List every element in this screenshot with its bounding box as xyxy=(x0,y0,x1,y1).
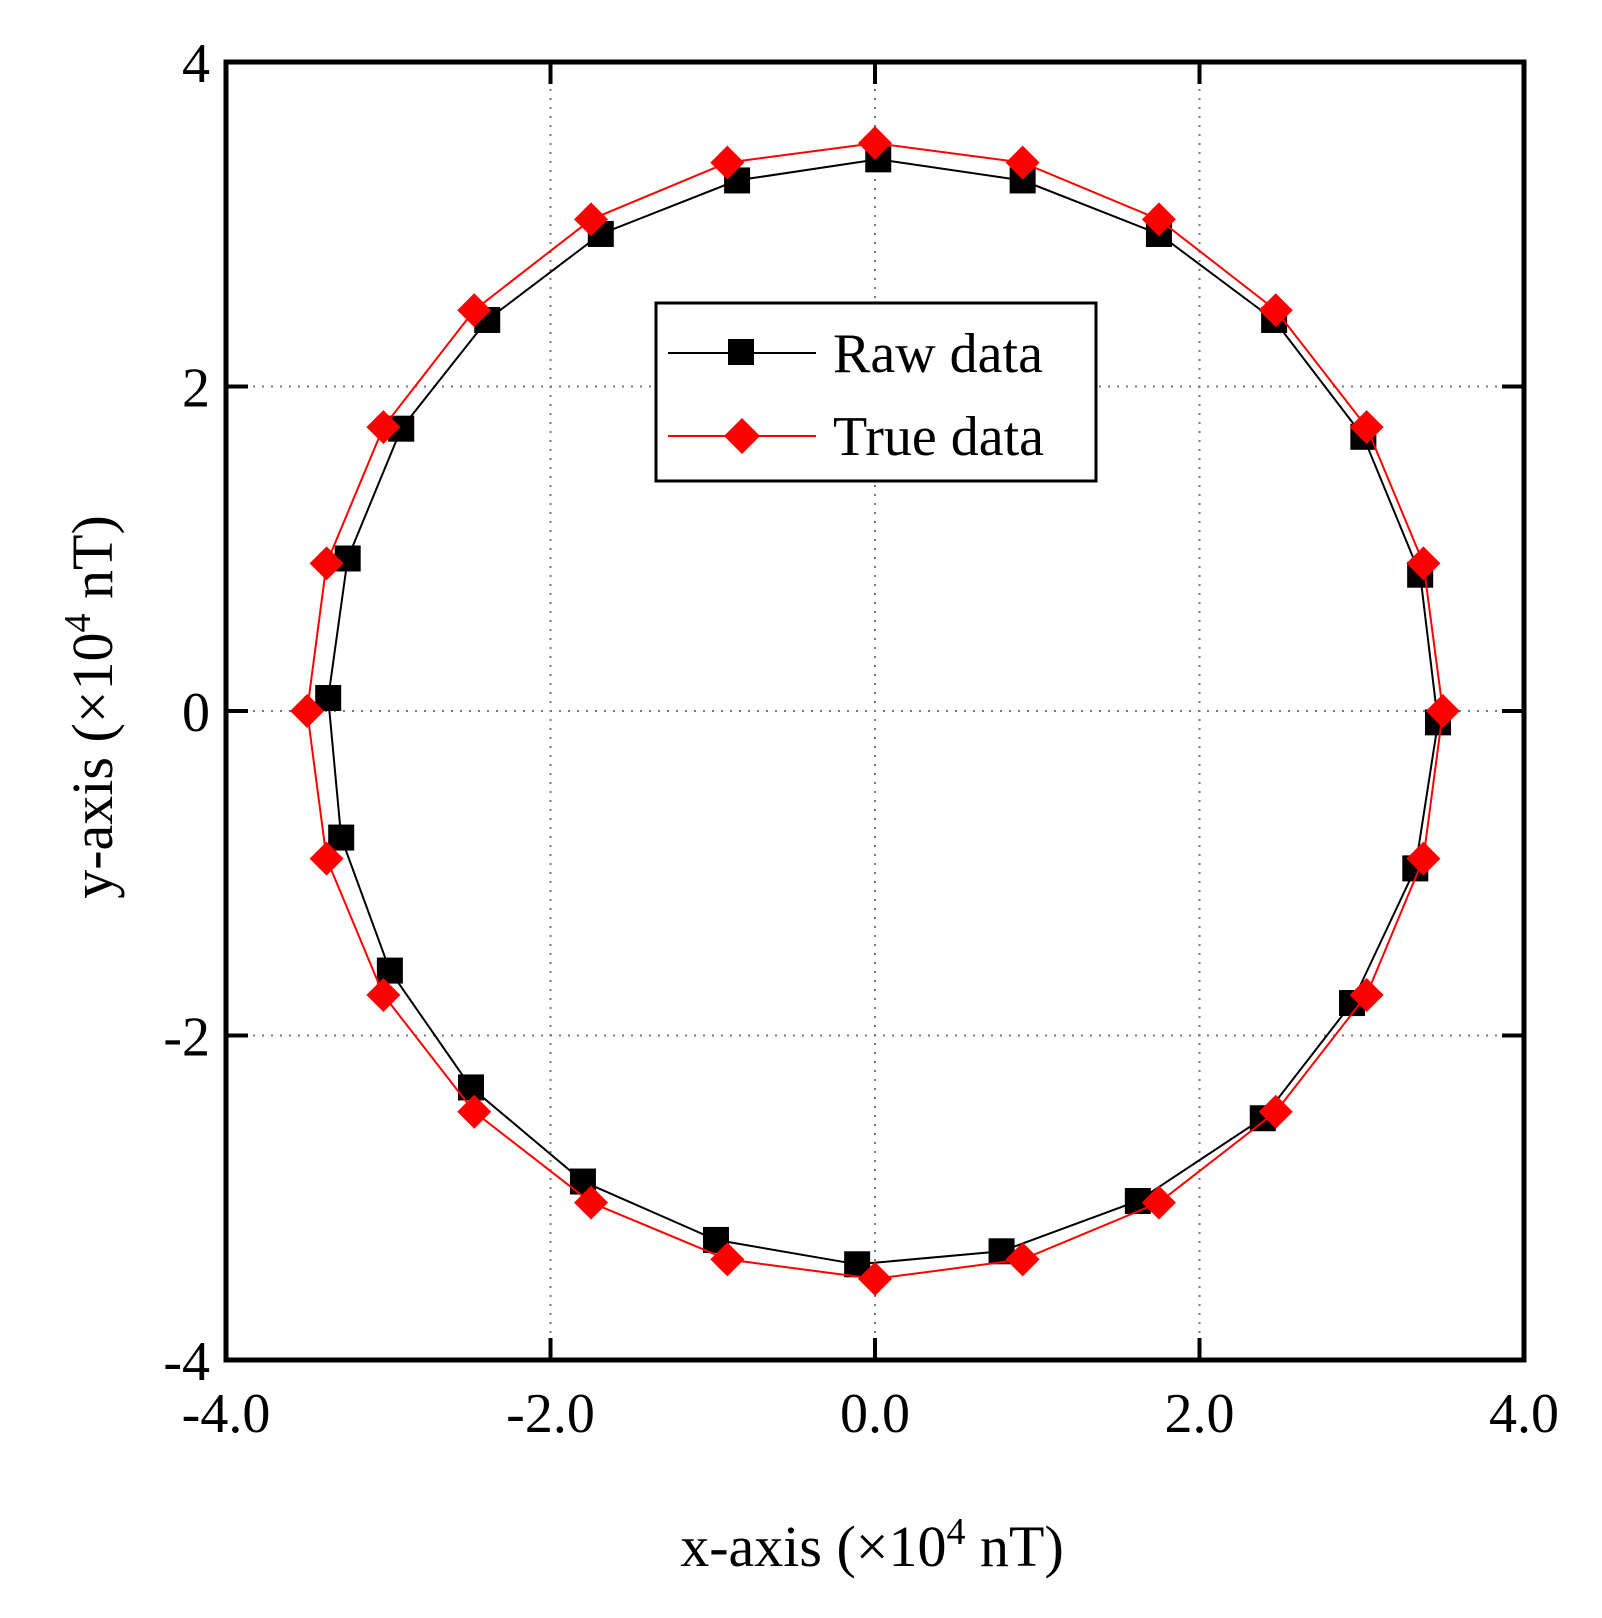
point-true-5 xyxy=(1005,1242,1040,1277)
x-tick-label-0: -4.0 xyxy=(182,1383,271,1445)
point-true-17 xyxy=(710,145,745,180)
point-true-8 xyxy=(574,1185,609,1220)
point-true-13 xyxy=(309,546,344,581)
x-axis-title-suffix: nT) xyxy=(966,1514,1064,1579)
point-true-2 xyxy=(1349,977,1384,1012)
series-1 xyxy=(290,126,1460,1296)
y-tick-label-1: -2 xyxy=(163,1007,210,1069)
x-tick-label-3: 2.0 xyxy=(1165,1383,1235,1445)
point-raw-10 xyxy=(376,957,403,984)
point-true-21 xyxy=(1258,293,1293,328)
point-true-0 xyxy=(1425,694,1460,728)
x-tick-label-4: 4.0 xyxy=(1489,1383,1559,1445)
point-true-7 xyxy=(710,1242,745,1277)
y-tick-labels: -4 -2 0 2 4 xyxy=(163,33,210,1393)
point-true-6 xyxy=(858,1261,892,1296)
y-tick-label-0: -4 xyxy=(163,1331,210,1393)
point-true-20 xyxy=(1141,202,1176,237)
point-true-11 xyxy=(309,841,344,876)
x-tick-label-2: 0.0 xyxy=(840,1383,910,1445)
point-true-3 xyxy=(1258,1094,1293,1129)
point-true-15 xyxy=(457,293,492,328)
point-true-22 xyxy=(1349,410,1384,445)
x-axis-title-exponent: 4 xyxy=(947,1511,966,1553)
y-tick-label-4: 4 xyxy=(182,33,210,95)
y-tick-label-2: 0 xyxy=(182,682,210,744)
plot-frame xyxy=(223,59,1527,1363)
legend-label-true: True data xyxy=(833,406,1044,468)
legend: Raw data True data xyxy=(654,301,1098,483)
point-true-16 xyxy=(574,202,609,237)
point-true-19 xyxy=(1005,145,1040,180)
y-tick-label-3: 2 xyxy=(182,358,210,420)
point-true-9 xyxy=(457,1094,492,1129)
legend-box xyxy=(654,301,1098,483)
x-tick-labels: -4.0 -2.0 0.0 2.0 4.0 xyxy=(182,1383,1559,1445)
series-layer xyxy=(290,126,1460,1296)
x-tick-label-1: -2.0 xyxy=(506,1383,595,1445)
point-true-23 xyxy=(1406,546,1441,581)
point-raw-11 xyxy=(328,824,355,851)
legend-marker-true xyxy=(724,418,760,454)
point-true-4 xyxy=(1141,1185,1176,1220)
point-true-1 xyxy=(1406,841,1441,876)
legend-marker-raw xyxy=(728,339,754,365)
y-axis-title-prefix: y-axis (×10 xyxy=(60,632,125,898)
y-axis-title-suffix: nT) xyxy=(60,515,125,613)
point-true-18 xyxy=(858,126,892,161)
y-axis-title: y-axis (×104 nT) xyxy=(57,515,125,899)
point-true-12 xyxy=(290,694,325,728)
x-axis-title: x-axis (×104 nT) xyxy=(680,1511,1064,1579)
legend-label-raw: Raw data xyxy=(833,323,1043,385)
point-true-10 xyxy=(366,977,401,1012)
y-axis-title-exponent: 4 xyxy=(57,613,99,632)
x-axis-title-prefix: x-axis (×10 xyxy=(680,1514,946,1579)
point-true-14 xyxy=(366,410,401,445)
